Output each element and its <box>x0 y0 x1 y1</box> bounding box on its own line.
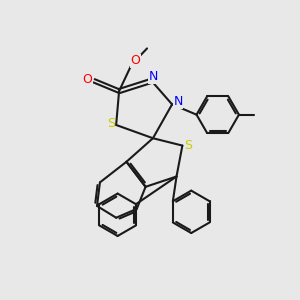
Text: S: S <box>184 139 192 152</box>
Text: O: O <box>82 73 92 86</box>
Text: S: S <box>107 117 115 130</box>
Text: N: N <box>148 70 158 83</box>
Text: O: O <box>130 54 140 67</box>
Text: N: N <box>173 95 183 108</box>
